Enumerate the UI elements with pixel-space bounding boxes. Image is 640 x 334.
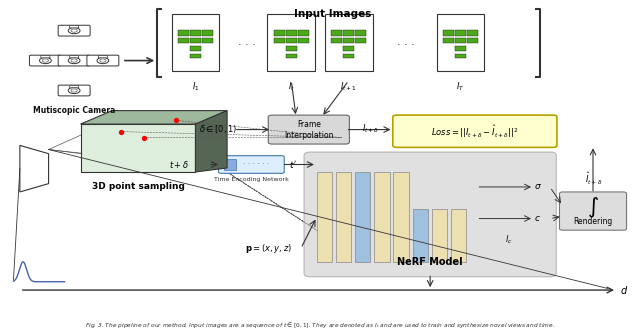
- Bar: [224, 159, 236, 170]
- FancyBboxPatch shape: [70, 86, 79, 88]
- Text: $I_{t+\delta}$: $I_{t+\delta}$: [362, 123, 379, 135]
- Bar: [286, 38, 297, 43]
- Bar: [467, 30, 478, 36]
- Bar: [274, 38, 285, 43]
- Bar: [172, 14, 220, 70]
- Text: . . .: . . .: [397, 37, 415, 47]
- Text: Input Images: Input Images: [294, 9, 371, 19]
- Bar: [443, 30, 454, 36]
- Bar: [268, 14, 316, 70]
- Text: $I_{t+1}$: $I_{t+1}$: [340, 80, 357, 93]
- Bar: [394, 172, 409, 262]
- Text: Rendering: Rendering: [573, 217, 612, 226]
- Polygon shape: [81, 124, 195, 172]
- Text: $d$: $d$: [620, 284, 628, 296]
- Text: · · · · · ·: · · · · · ·: [243, 160, 269, 169]
- Text: Frame
Interpolation: Frame Interpolation: [284, 120, 333, 140]
- Bar: [190, 38, 201, 43]
- Bar: [443, 38, 454, 43]
- Text: $\sigma$: $\sigma$: [534, 182, 542, 191]
- Bar: [413, 208, 428, 262]
- FancyBboxPatch shape: [304, 152, 556, 277]
- Bar: [202, 38, 213, 43]
- Bar: [343, 30, 354, 36]
- Bar: [274, 30, 285, 36]
- FancyBboxPatch shape: [393, 115, 557, 147]
- Bar: [190, 54, 201, 58]
- Bar: [190, 46, 201, 51]
- Bar: [432, 208, 447, 262]
- Text: . . .: . . .: [237, 37, 255, 47]
- FancyBboxPatch shape: [58, 25, 90, 36]
- Bar: [286, 54, 297, 58]
- FancyBboxPatch shape: [41, 55, 50, 58]
- Text: Time Encoding Network: Time Encoding Network: [214, 177, 289, 182]
- Bar: [317, 172, 332, 262]
- Bar: [332, 30, 342, 36]
- Bar: [298, 38, 308, 43]
- Text: $I_t$: $I_t$: [288, 80, 295, 93]
- Bar: [355, 30, 366, 36]
- Bar: [455, 30, 466, 36]
- Bar: [324, 14, 372, 70]
- FancyBboxPatch shape: [559, 192, 627, 230]
- FancyBboxPatch shape: [29, 55, 61, 66]
- Bar: [178, 38, 189, 43]
- Bar: [286, 30, 297, 36]
- FancyBboxPatch shape: [58, 55, 90, 66]
- Bar: [332, 38, 342, 43]
- Bar: [455, 54, 466, 58]
- Bar: [436, 14, 484, 70]
- Text: $l_c$: $l_c$: [505, 234, 512, 246]
- FancyBboxPatch shape: [218, 156, 284, 173]
- Text: $t + \delta$: $t + \delta$: [169, 159, 189, 170]
- FancyBboxPatch shape: [70, 55, 79, 58]
- Polygon shape: [81, 111, 227, 124]
- Text: $I_1$: $I_1$: [191, 80, 199, 93]
- Bar: [286, 46, 297, 51]
- Bar: [343, 46, 354, 51]
- Bar: [336, 172, 351, 262]
- Bar: [374, 172, 390, 262]
- FancyBboxPatch shape: [70, 26, 79, 28]
- Bar: [355, 38, 366, 43]
- Polygon shape: [20, 145, 49, 192]
- Bar: [343, 38, 354, 43]
- Bar: [202, 30, 213, 36]
- FancyBboxPatch shape: [99, 55, 108, 58]
- Text: $\mathbf{p} = (x, y, z)$: $\mathbf{p} = (x, y, z)$: [245, 242, 292, 255]
- Bar: [343, 54, 354, 58]
- Bar: [455, 38, 466, 43]
- Bar: [178, 30, 189, 36]
- Text: 3D point sampling: 3D point sampling: [92, 182, 184, 191]
- Bar: [467, 38, 478, 43]
- Bar: [451, 208, 467, 262]
- Text: $\hat{I}_{t+\delta}$: $\hat{I}_{t+\delta}$: [585, 171, 602, 187]
- Text: $\delta \in [0,1)$: $\delta \in [0,1)$: [198, 123, 237, 135]
- Text: NeRF Model: NeRF Model: [397, 258, 463, 268]
- Text: $c$: $c$: [534, 214, 541, 223]
- FancyBboxPatch shape: [268, 115, 349, 144]
- FancyBboxPatch shape: [58, 85, 90, 96]
- Text: $I_T$: $I_T$: [456, 80, 465, 93]
- Bar: [355, 172, 371, 262]
- Polygon shape: [195, 111, 227, 172]
- Text: $\int$: $\int$: [587, 196, 599, 220]
- Bar: [298, 30, 308, 36]
- Text: $Loss = ||I_{t+\delta} - \hat{I}_{t+\delta}||^2$: $Loss = ||I_{t+\delta} - \hat{I}_{t+\del…: [431, 123, 518, 140]
- FancyBboxPatch shape: [87, 55, 119, 66]
- Text: Fig. 3. The pipeline of our method. Input images are a sequence of $t\in[0,1]$. : Fig. 3. The pipeline of our method. Inpu…: [85, 320, 555, 330]
- Text: Mutiscopic Camera: Mutiscopic Camera: [33, 106, 115, 115]
- Bar: [455, 46, 466, 51]
- Text: $\boldsymbol{t'}$: $\boldsymbol{t'}$: [289, 159, 297, 170]
- Bar: [190, 30, 201, 36]
